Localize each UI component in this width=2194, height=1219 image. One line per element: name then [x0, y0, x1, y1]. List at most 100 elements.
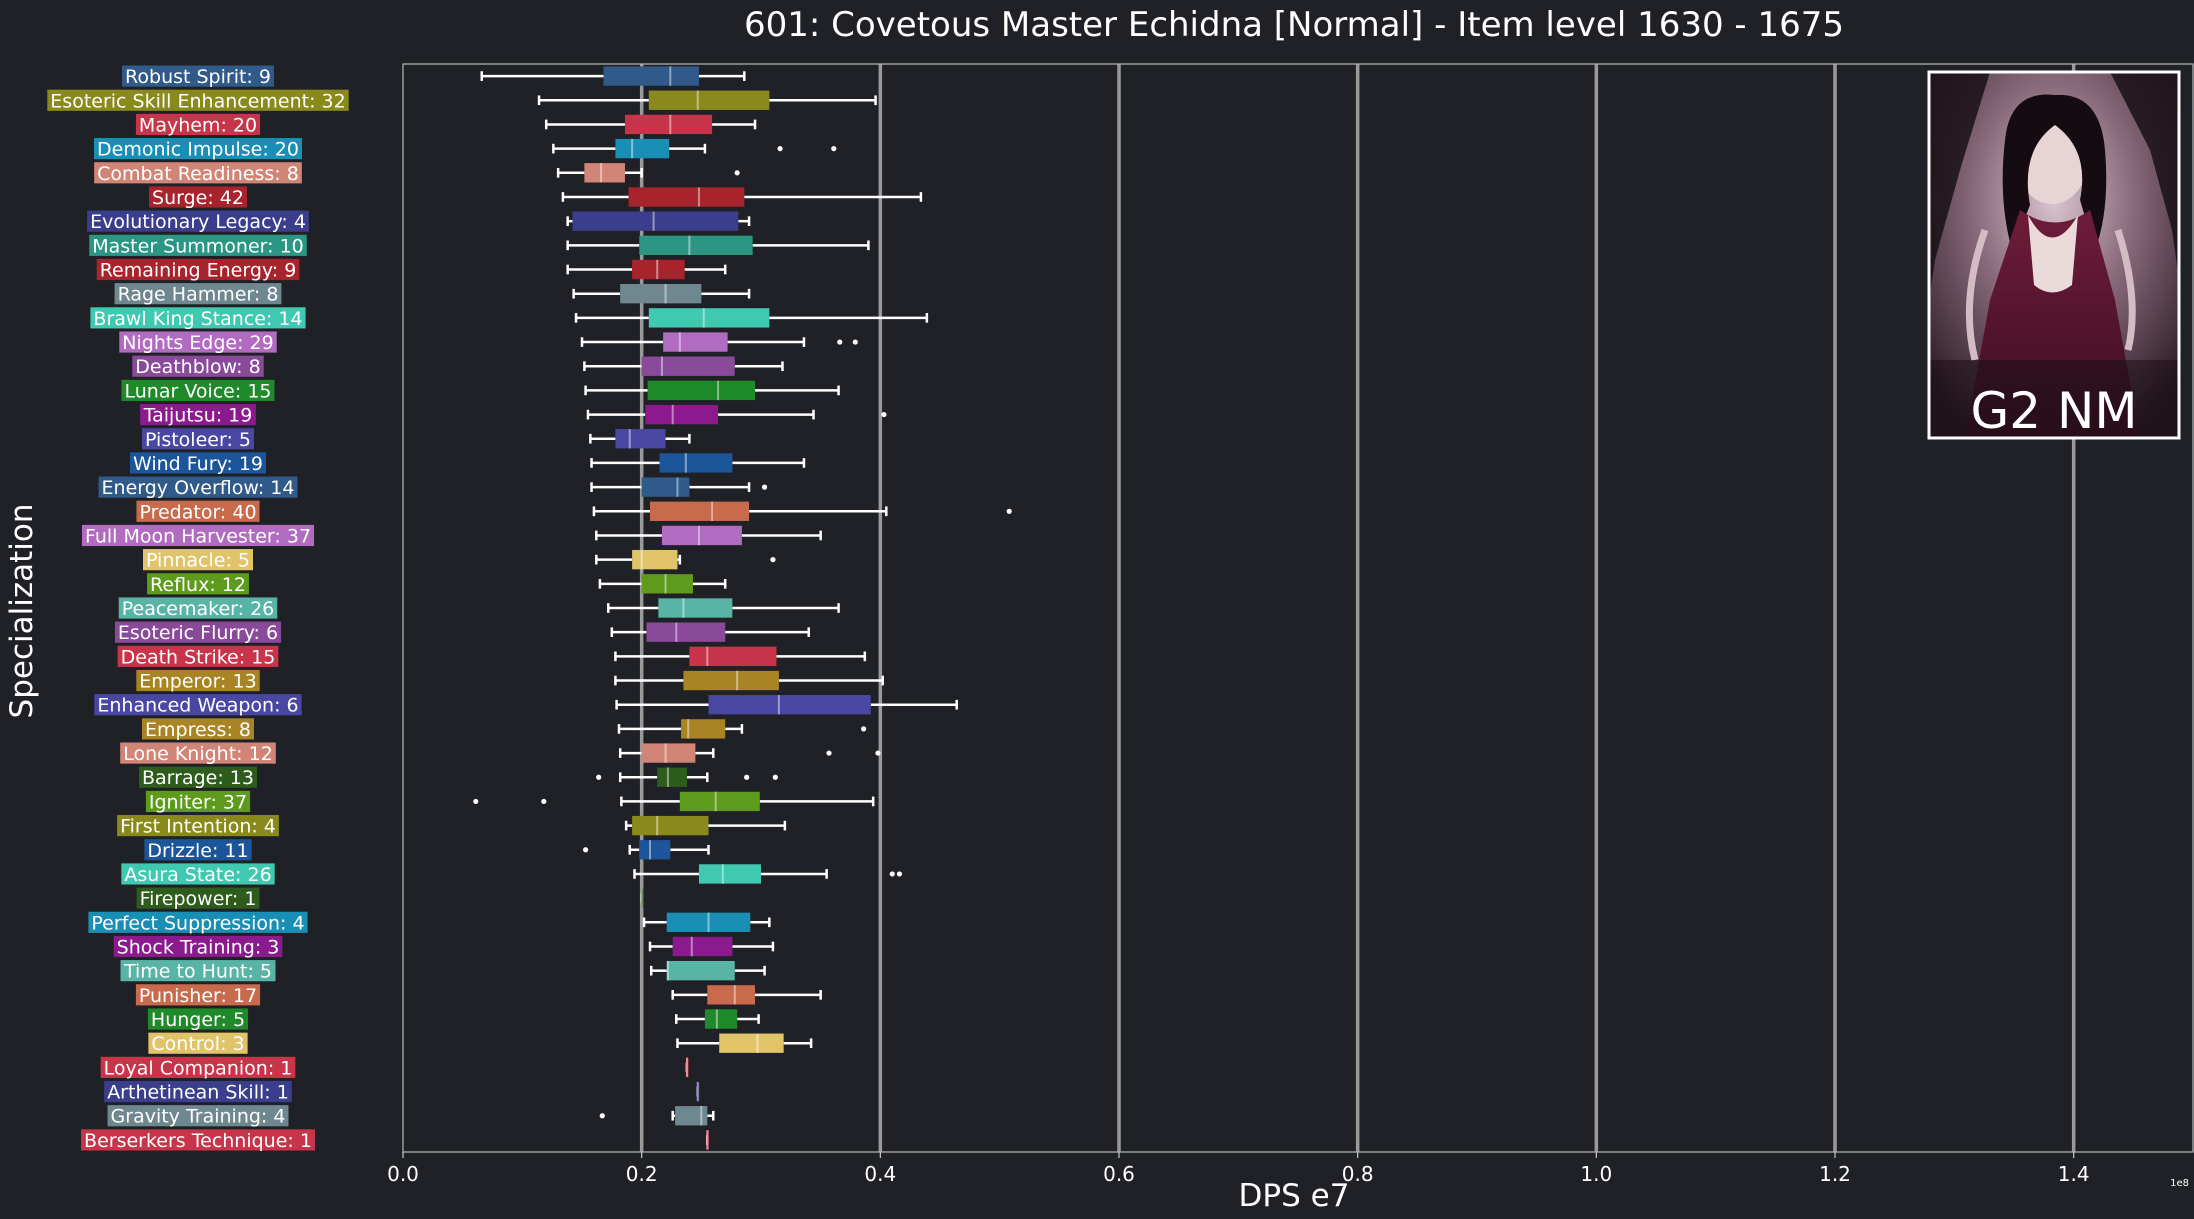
- y-tick-label-background: [142, 718, 254, 740]
- y-tick-label: Perfect Suppression: 4: [88, 911, 308, 934]
- x-tick-label: 0.4: [864, 1162, 896, 1186]
- y-tick-label-background: [144, 839, 252, 861]
- iqr-box: [639, 840, 671, 860]
- x-tick-label: 1.0: [1580, 1162, 1612, 1186]
- box-series: [640, 888, 644, 908]
- iqr-box: [698, 864, 761, 884]
- iqr-box: [650, 501, 750, 521]
- outlier-point: [881, 411, 887, 418]
- y-tick-label-background: [129, 452, 267, 474]
- y-tick-label-background: [117, 815, 279, 837]
- y-tick-label-background: [100, 1056, 296, 1078]
- y-tick-label-text: Gravity Training: 4: [111, 1106, 286, 1128]
- box-series: [696, 1081, 700, 1102]
- y-tick-label-text: Master Summoner: 10: [92, 235, 304, 257]
- y-tick-label-text: Nights Edge: 29: [122, 332, 273, 354]
- y-tick-label: Brawl King Stance: 14: [90, 307, 306, 330]
- y-tick-label-background: [114, 283, 282, 305]
- y-tick-label: Pistoleer: 5: [142, 428, 254, 451]
- y-tick-label-text: Emperor: 13: [139, 671, 256, 693]
- iqr-box: [615, 138, 670, 159]
- box-series: [552, 138, 837, 159]
- y-tick-label-text: Esoteric Flurry: 6: [118, 622, 278, 644]
- outlier-point: [541, 798, 547, 805]
- y-tick-label-text: Hunger: 5: [151, 1009, 245, 1031]
- box-series: [649, 960, 766, 981]
- y-tick-label-background: [89, 234, 307, 256]
- y-tick-label-text: Esoteric Skill Enhancement: 32: [50, 90, 345, 112]
- y-tick-label-background: [94, 162, 302, 184]
- outlier-point: [861, 726, 867, 732]
- box-series: [473, 791, 875, 812]
- y-tick-label: Rage Hammer: 8: [114, 283, 282, 306]
- y-tick-label-text: Berserkers Technique: 1: [84, 1130, 312, 1152]
- y-tick-label: Death Strike: 15: [117, 645, 279, 668]
- iqr-box: [615, 429, 666, 449]
- y-tick-label-background: [140, 403, 256, 426]
- y-axis-label: Specialization: [4, 504, 40, 719]
- y-tick-label: Igniter: 37: [145, 790, 251, 813]
- box-series: [615, 695, 958, 715]
- iqr-box: [648, 308, 770, 328]
- y-tick-label-text: Mayhem: 20: [139, 114, 257, 136]
- y-tick-label-text: Asura State: 26: [124, 864, 271, 886]
- y-tick-label-text: Punisher: 17: [139, 985, 257, 1007]
- outlier-point: [770, 557, 776, 563]
- box-series: [583, 356, 784, 376]
- y-tick-label-text: Igniter: 37: [149, 791, 247, 813]
- iqr-box: [572, 211, 739, 231]
- box-series: [598, 574, 727, 594]
- y-tick-label-text: Peacemaker: 26: [122, 598, 275, 620]
- y-tick-label: Drizzle: 11: [144, 839, 252, 862]
- y-tick-label-background: [145, 790, 251, 813]
- box-series: [624, 815, 787, 836]
- y-tick-label-text: Energy Overflow: 14: [102, 477, 295, 499]
- iqr-box: [704, 1009, 738, 1029]
- y-tick-label-background: [136, 500, 260, 522]
- y-tick-label-background: [119, 331, 277, 353]
- y-tick-label-text: Remaining Energy: 9: [100, 260, 297, 282]
- iqr-box: [679, 791, 760, 812]
- iqr-box: [632, 815, 709, 836]
- y-tick-label: Mayhem: 20: [135, 113, 261, 136]
- box-series: [580, 332, 858, 352]
- iqr-box: [647, 380, 756, 401]
- iqr-box: [689, 646, 777, 667]
- y-tick-label-background: [132, 355, 264, 377]
- outlier-point: [852, 339, 858, 345]
- box-series: [614, 646, 867, 667]
- x-tick-label: 0.6: [1103, 1162, 1135, 1186]
- iqr-box: [707, 985, 756, 1005]
- iqr-box: [658, 598, 733, 618]
- y-tick-label-text: Enhanced Weapon: 6: [97, 695, 298, 717]
- y-tick-label-background: [94, 694, 302, 716]
- outlier-point: [473, 798, 479, 805]
- outlier-point: [826, 750, 832, 756]
- y-tick-label-text: First Intention: 4: [120, 816, 276, 838]
- box-series: [642, 912, 771, 932]
- outlier-point: [744, 774, 750, 780]
- y-tick-label-background: [149, 186, 247, 208]
- box-series: [480, 66, 746, 86]
- outlier-point: [772, 774, 778, 780]
- box-series: [599, 1106, 715, 1126]
- y-tick-label-text: Lunar Voice: 15: [124, 380, 271, 402]
- y-tick-label-background: [88, 911, 308, 933]
- y-tick-label: Lone Knight: 12: [120, 742, 276, 765]
- y-tick-label-background: [114, 621, 282, 643]
- iqr-box: [675, 1106, 708, 1126]
- outlier-point: [599, 1113, 605, 1119]
- x-tick-label: 0.8: [1342, 1162, 1374, 1186]
- box-series: [572, 284, 751, 304]
- y-tick-label-text: Loyal Companion: 1: [104, 1057, 293, 1079]
- y-tick-label-text: Combat Readiness: 8: [97, 163, 299, 185]
- y-tick-label-text: Drizzle: 11: [147, 840, 248, 862]
- x-tick-label: 0.0: [387, 1162, 419, 1186]
- iqr-box: [659, 453, 733, 473]
- y-tick-label: Shock Training: 3: [113, 935, 283, 958]
- iqr-box: [661, 525, 742, 546]
- y-tick-label-text: Full Moon Harvester: 37: [85, 525, 311, 547]
- iqr-box: [648, 90, 770, 110]
- y-tick-label: Time to Hunt: 5: [120, 960, 276, 983]
